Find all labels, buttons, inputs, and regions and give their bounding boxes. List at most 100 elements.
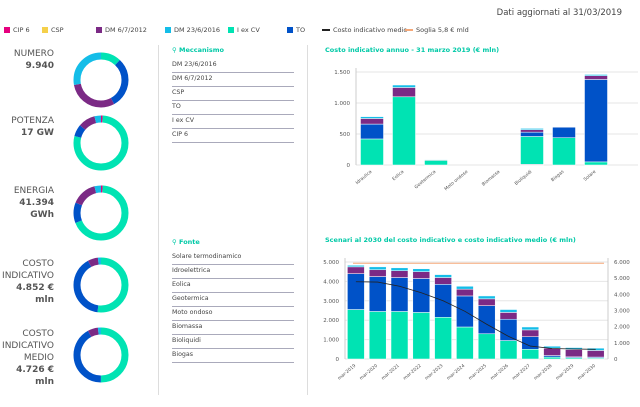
bar-segment[interactable]	[456, 326, 474, 360]
bar-segment[interactable]	[434, 317, 452, 360]
filter-option[interactable]: CSP	[172, 87, 294, 101]
legend-item[interactable]: CSP	[42, 26, 64, 34]
legend-label: TO	[296, 26, 306, 34]
bar-segment[interactable]	[520, 128, 544, 130]
donut-segment[interactable]	[73, 257, 129, 313]
bar-segment[interactable]	[390, 311, 409, 360]
bar-segment[interactable]	[499, 312, 518, 320]
x-tick-label: mar-2028	[533, 363, 554, 382]
bar-segment[interactable]	[347, 309, 365, 360]
bar-segment[interactable]	[543, 356, 561, 360]
bar-segment[interactable]	[360, 118, 384, 125]
bar-segment[interactable]	[392, 84, 416, 88]
bar-segment[interactable]	[456, 286, 474, 290]
bar-segment[interactable]	[477, 305, 496, 335]
bar-segment[interactable]	[368, 266, 387, 271]
bar-segment[interactable]	[412, 271, 431, 279]
bar-segment[interactable]	[520, 129, 544, 133]
bar-segment[interactable]	[499, 309, 518, 313]
bar-segment[interactable]	[565, 349, 583, 358]
legend-item[interactable]: Soglia 5,8 € mld	[405, 26, 469, 34]
y-tick-label: 0	[336, 357, 340, 363]
donut-segment[interactable]	[73, 185, 129, 241]
bar-segment[interactable]	[552, 126, 576, 138]
bar-segment[interactable]	[412, 268, 431, 272]
bar-segment[interactable]	[584, 161, 608, 166]
bar-segment[interactable]	[586, 350, 605, 358]
donut-segment[interactable]	[73, 115, 129, 171]
legend-label: DM 6/7/2012	[105, 26, 147, 34]
filter-option[interactable]: Idroelettrica	[172, 265, 294, 279]
bar-segment[interactable]	[360, 116, 384, 119]
bar-segment[interactable]	[368, 311, 387, 360]
filter-option[interactable]: DM 23/6/2016	[172, 59, 294, 73]
filter-option[interactable]: Moto ondoso	[172, 307, 294, 321]
donut-segment[interactable]	[73, 115, 129, 171]
filter-option[interactable]: Eolica	[172, 279, 294, 293]
bar-segment[interactable]	[584, 79, 608, 163]
donut-segment[interactable]	[73, 52, 129, 108]
bar-segment[interactable]	[347, 273, 365, 310]
legend-swatch-icon	[322, 29, 330, 31]
bar-segment[interactable]	[347, 265, 365, 268]
bar-segment[interactable]	[390, 277, 409, 312]
bar-segment[interactable]	[584, 74, 608, 76]
bar-segment[interactable]	[543, 347, 561, 356]
bar-segment[interactable]	[412, 278, 431, 313]
bar-segment[interactable]	[521, 349, 540, 360]
kpi-label: POTENZA	[11, 116, 54, 126]
bar-segment[interactable]	[521, 326, 540, 331]
bar-segment[interactable]	[392, 87, 416, 98]
bar-segment[interactable]	[424, 160, 448, 166]
filter-option[interactable]: Geotermica	[172, 293, 294, 307]
bar-segment[interactable]	[584, 75, 608, 80]
bar-segment[interactable]	[521, 329, 540, 337]
bar-segment[interactable]	[456, 288, 474, 297]
donut-segment[interactable]	[73, 327, 129, 383]
donut-segment[interactable]	[73, 257, 129, 313]
bar-segment[interactable]	[360, 138, 384, 166]
filter-option[interactable]: I ex CV	[172, 115, 294, 129]
bar-segment[interactable]	[360, 123, 384, 140]
filter-option[interactable]: TO	[172, 101, 294, 115]
donut-segment[interactable]	[73, 52, 129, 108]
legend-item[interactable]: DM 23/6/2016	[165, 26, 220, 34]
donut-segment[interactable]	[73, 52, 129, 108]
search-icon: ⚲	[172, 46, 180, 54]
filter-option[interactable]: DM 6/7/2012	[172, 73, 294, 87]
bar-segment[interactable]	[520, 136, 544, 165]
y-tick-label: 1.000	[334, 101, 350, 107]
bar-segment[interactable]	[434, 274, 452, 278]
legend-item[interactable]: DM 6/7/2012	[96, 26, 147, 34]
bar-segment[interactable]	[499, 340, 518, 360]
kpi-4: COSTO INDICATIVO MEDIO 4.726 € mln	[0, 328, 54, 388]
bar-segment[interactable]	[347, 266, 365, 274]
donut-chart	[73, 115, 129, 171]
bar-segment[interactable]	[368, 269, 387, 277]
bar-segment[interactable]	[477, 333, 496, 360]
legend-item[interactable]: CIP 6	[4, 26, 30, 34]
filter-option[interactable]: Solare termodinamico	[172, 251, 294, 265]
filter-option[interactable]: CIP 6	[172, 129, 294, 143]
bar-segment[interactable]	[412, 312, 431, 360]
donut-segment[interactable]	[73, 185, 129, 241]
bar-segment[interactable]	[392, 96, 416, 166]
bar-segment[interactable]	[434, 277, 452, 285]
bar-segment[interactable]	[390, 270, 409, 278]
bar-segment[interactable]	[552, 137, 576, 166]
bar-segment[interactable]	[390, 267, 409, 271]
y2-tick-label: 0	[614, 357, 618, 363]
bar-segment[interactable]	[499, 318, 518, 341]
legend-item[interactable]: Costo indicativo medio	[322, 26, 407, 34]
legend-item[interactable]: TO	[287, 26, 305, 34]
donut-segment[interactable]	[73, 327, 129, 383]
bar-segment[interactable]	[520, 131, 544, 137]
legend-item[interactable]: I ex CV	[228, 26, 260, 34]
bar-segment[interactable]	[477, 298, 496, 306]
filter-option[interactable]: Biogas	[172, 349, 294, 363]
donut-segment[interactable]	[73, 185, 129, 241]
bar-segment[interactable]	[477, 295, 496, 300]
filter-option[interactable]: Biomassa	[172, 321, 294, 335]
search-icon: ⚲	[172, 238, 180, 246]
filter-option[interactable]: Bioliquidi	[172, 335, 294, 349]
